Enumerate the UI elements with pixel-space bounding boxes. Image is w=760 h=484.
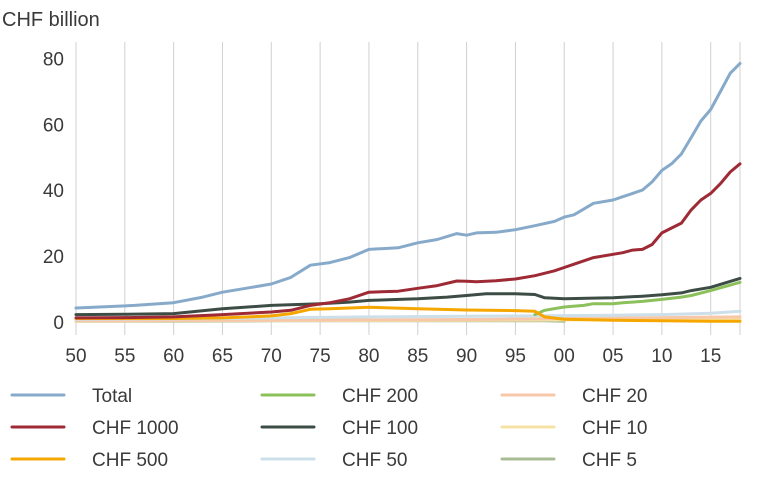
legend-label: CHF 5	[582, 450, 637, 471]
series-line-chf-20	[74, 315, 742, 323]
x-tick-label: 75	[310, 346, 331, 367]
x-tick-label: 50	[65, 346, 86, 367]
x-tick-label: 70	[261, 346, 282, 367]
x-tick-label: 80	[358, 346, 379, 367]
x-tick-label: 15	[700, 346, 721, 367]
legend-label: CHF 20	[582, 386, 647, 407]
x-tick-label: 55	[114, 346, 135, 367]
x-tick-label: 10	[651, 346, 672, 367]
legend-label: CHF 500	[92, 450, 168, 471]
y-tick-label: 80	[43, 49, 64, 70]
series-line-total	[74, 61, 742, 310]
series-line-chf-1000	[74, 162, 742, 320]
series-line-chf-100	[74, 276, 742, 317]
x-tick-label: 65	[212, 346, 233, 367]
x-tick-label: 90	[456, 346, 477, 367]
series-lines	[74, 61, 742, 323]
x-tick-label: 60	[163, 346, 184, 367]
y-tick-label: 40	[43, 181, 64, 202]
legend-label: Total	[92, 386, 132, 407]
x-tick-label: 00	[554, 346, 575, 367]
series-line-chf-200	[533, 280, 742, 317]
y-tick-label: 60	[43, 115, 64, 136]
axes: 50 55 60 65 70 75 80 85 90 95 00 05 10 15 0 20 40 60 80	[43, 49, 721, 367]
x-tick-label: 05	[602, 346, 623, 367]
legend-label: CHF 100	[342, 418, 418, 439]
legend-label: CHF 1000	[92, 418, 179, 439]
y-tick-label: 0	[53, 313, 64, 334]
x-tick-label: 95	[505, 346, 526, 367]
legend-label: CHF 10	[582, 418, 647, 439]
series-line-chf-500	[74, 305, 742, 323]
legend: Total CHF 1000 CHF 500 CHF 200 CHF 100 CHF 50…	[10, 386, 647, 471]
x-tick-label: 85	[407, 346, 428, 367]
legend-label: CHF 200	[342, 386, 418, 407]
y-unit-label: CHF billion	[2, 9, 100, 31]
legend-label: CHF 50	[342, 450, 407, 471]
y-tick-label: 20	[43, 247, 64, 268]
